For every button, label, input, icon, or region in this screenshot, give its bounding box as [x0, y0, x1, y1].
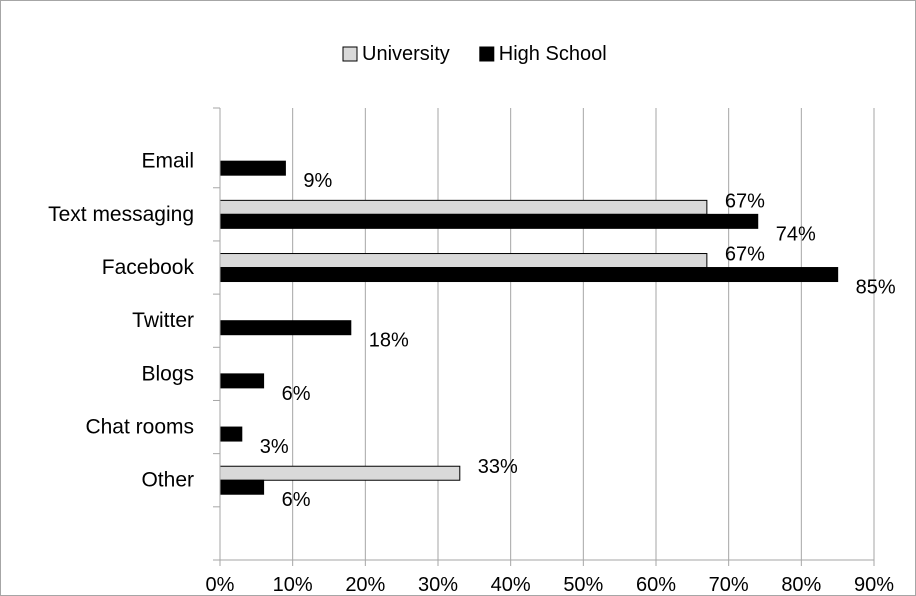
- data-label-high-school-other: 6%: [282, 489, 311, 511]
- bar-university-other: [219, 465, 461, 481]
- legend-swatch-high-school: [479, 46, 495, 62]
- data-label-university-text-messaging: 67%: [725, 190, 765, 212]
- bar-high-school-other: [219, 479, 265, 495]
- x-tick-label-70: 70%: [709, 574, 749, 596]
- x-tick-label-50: 50%: [563, 574, 603, 596]
- bar-high-school-chat-rooms: [219, 426, 243, 442]
- bar-high-school-twitter: [219, 320, 352, 336]
- category-label-blogs: Blogs: [141, 362, 194, 385]
- category-label-text-messaging: Text messaging: [48, 203, 194, 226]
- x-tick-label-40: 40%: [491, 574, 531, 596]
- data-label-university-facebook: 67%: [725, 244, 765, 266]
- legend-label-high-school: High School: [499, 43, 607, 65]
- data-label-high-school-facebook: 85%: [856, 277, 896, 299]
- category-label-chat-rooms: Chat rooms: [85, 416, 194, 439]
- x-tick-label-90: 90%: [854, 574, 894, 596]
- grid-lines: [292, 108, 875, 566]
- data-label-high-school-text-messaging: 74%: [776, 223, 816, 245]
- data-label-university-other: 33%: [478, 456, 518, 478]
- legend: University High School: [342, 43, 607, 65]
- x-tick-label-10: 10%: [273, 574, 313, 596]
- category-label-email: Email: [141, 150, 194, 173]
- x-tick-label-0: 0%: [206, 574, 235, 596]
- legend-swatch-university: [342, 46, 358, 62]
- x-tick-label-60: 60%: [636, 574, 676, 596]
- data-label-high-school-blogs: 6%: [282, 383, 311, 405]
- bar-high-school-email: [219, 160, 286, 176]
- data-labels: 67% 67% 33% 9% 74% 85% 18% 6% 3% 6%: [260, 170, 896, 511]
- axes: 0% 10% 20% 30% 40% 50% 60% 70% 80% 90% Email Text m…: [48, 107, 894, 596]
- bar-university-facebook: [219, 253, 708, 269]
- bar-high-school-text-messaging: [219, 213, 759, 229]
- category-label-twitter: Twitter: [132, 309, 194, 332]
- data-label-high-school-chat-rooms: 3%: [260, 436, 289, 458]
- bar-high-school-blogs: [219, 373, 265, 389]
- x-tick-label-30: 30%: [418, 574, 458, 596]
- x-tick-label-20: 20%: [345, 574, 385, 596]
- data-label-high-school-twitter: 18%: [369, 330, 409, 352]
- legend-label-university: University: [362, 43, 450, 65]
- x-tick-label-80: 80%: [781, 574, 821, 596]
- bar-high-school-facebook: [219, 267, 839, 283]
- category-label-facebook: Facebook: [102, 256, 195, 279]
- bar-university-text-messaging: [219, 199, 708, 215]
- category-label-other: Other: [141, 469, 194, 492]
- data-label-high-school-email: 9%: [303, 170, 332, 192]
